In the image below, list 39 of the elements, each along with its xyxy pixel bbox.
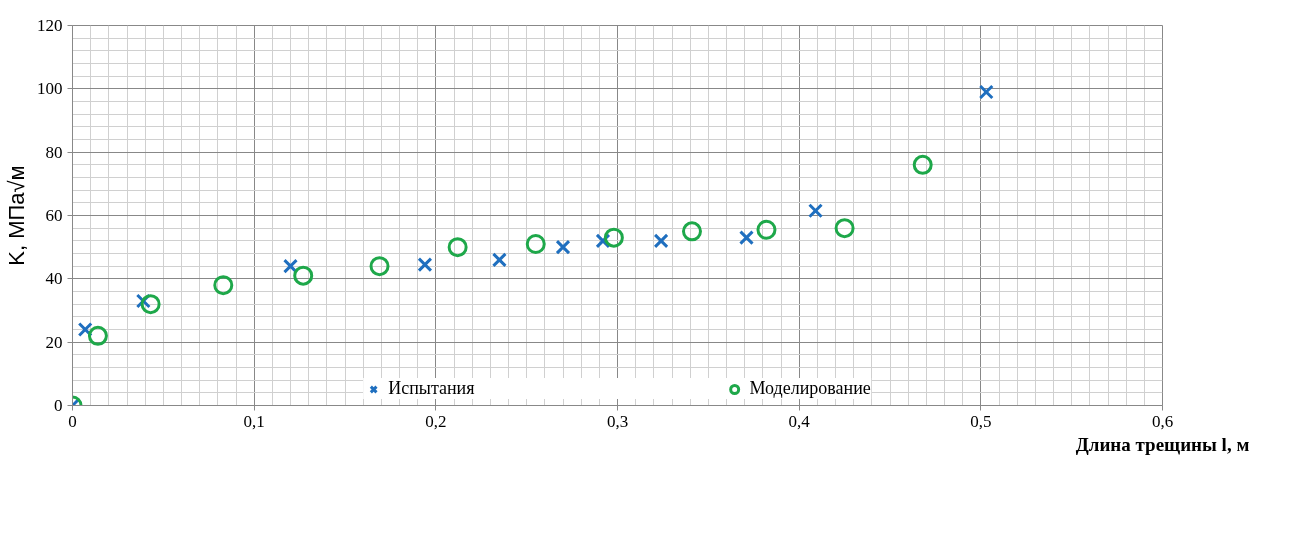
point <box>77 321 93 338</box>
point <box>834 218 855 239</box>
legend-label: Испытания <box>388 378 475 399</box>
x-tick-label: 0,4 <box>788 411 811 431</box>
x-tick-label: 0,3 <box>606 411 629 431</box>
y-tick-label: 60 <box>45 206 63 225</box>
point <box>912 154 933 175</box>
x-axis-title: Длина трещины l, м <box>1075 433 1250 455</box>
point <box>738 230 754 246</box>
x-tick-label: 0,2 <box>425 411 447 431</box>
y-tick-label: 0 <box>54 396 63 415</box>
point <box>681 221 702 242</box>
x-tick-label: 0 <box>68 411 77 431</box>
point <box>491 252 507 268</box>
point <box>282 258 299 274</box>
x-tick-label: 0,6 <box>1151 411 1174 431</box>
point <box>555 239 571 255</box>
point <box>603 227 624 248</box>
y-tick-label: 100 <box>37 79 63 99</box>
y-axis-title: K, МПа√м <box>4 165 29 266</box>
y-tick-label: 40 <box>45 269 63 289</box>
point <box>808 203 824 219</box>
point <box>756 219 777 240</box>
point <box>978 84 994 100</box>
point <box>87 325 108 346</box>
point <box>447 237 468 258</box>
point <box>140 294 161 315</box>
y-tick-label: 80 <box>45 142 63 162</box>
x-tick-label: 0,1 <box>243 411 265 431</box>
legend-label: Моделирование <box>749 378 871 399</box>
point <box>525 234 546 254</box>
y-tick-label: 120 <box>37 16 63 35</box>
point <box>417 257 433 273</box>
point <box>293 265 314 286</box>
y-tick-label: 20 <box>45 332 63 352</box>
point <box>653 233 669 249</box>
point <box>213 275 234 296</box>
x-tick-label: 0,5 <box>970 411 992 431</box>
point <box>369 256 390 277</box>
